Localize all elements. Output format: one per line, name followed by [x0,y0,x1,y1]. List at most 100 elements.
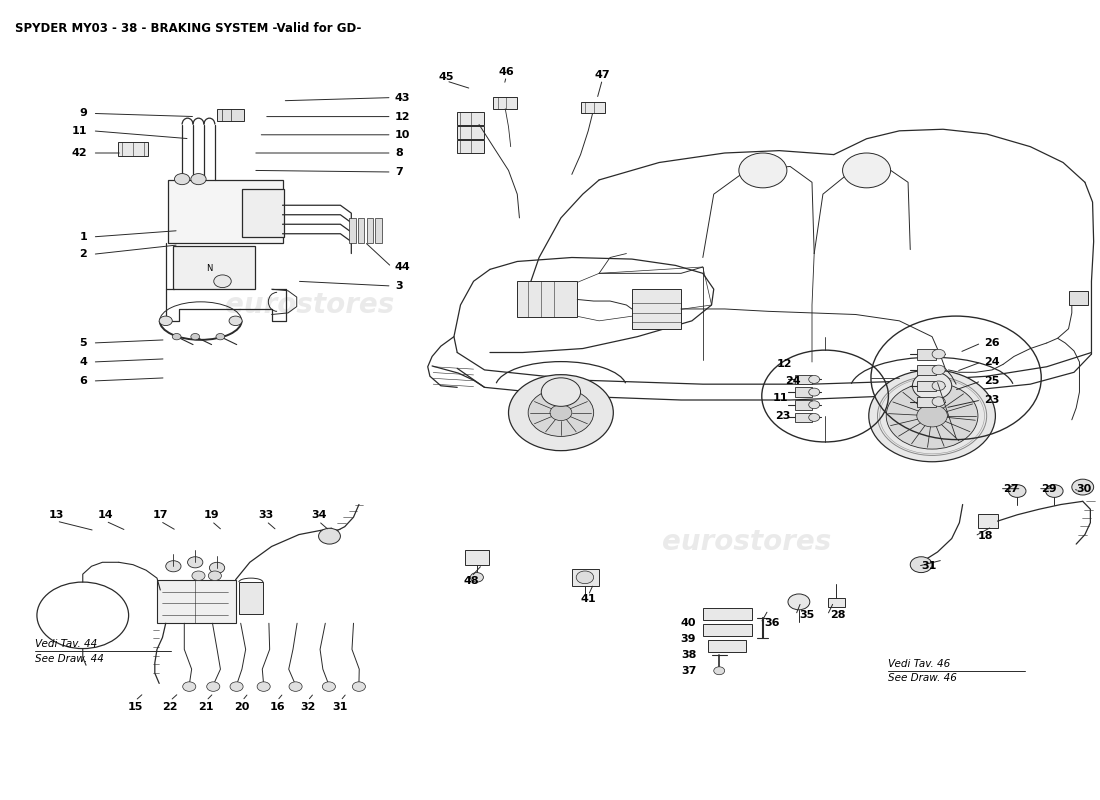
FancyBboxPatch shape [703,608,752,620]
Circle shape [230,682,243,691]
Circle shape [916,405,947,427]
Circle shape [808,375,820,383]
Circle shape [808,414,820,422]
FancyBboxPatch shape [349,218,355,243]
Text: 47: 47 [595,70,610,81]
Text: 1: 1 [79,232,87,242]
Circle shape [319,528,340,544]
FancyBboxPatch shape [916,397,936,407]
FancyBboxPatch shape [157,580,235,623]
Circle shape [190,174,206,185]
Circle shape [541,378,581,406]
Circle shape [932,397,945,406]
Circle shape [869,370,996,462]
FancyBboxPatch shape [375,218,382,243]
FancyBboxPatch shape [242,190,284,237]
Text: See Draw. 44: See Draw. 44 [35,654,103,664]
Circle shape [808,388,820,396]
Circle shape [471,573,483,582]
Text: eurostores: eurostores [662,529,832,557]
Text: eurostores: eurostores [226,291,395,319]
Text: 2: 2 [79,250,87,259]
Text: 48: 48 [463,575,480,586]
Text: 40: 40 [681,618,696,628]
Circle shape [1046,485,1063,498]
FancyBboxPatch shape [458,140,484,153]
Text: 45: 45 [439,72,454,82]
Text: 25: 25 [984,376,1000,386]
Circle shape [216,334,224,340]
Text: 39: 39 [681,634,696,644]
Text: 41: 41 [581,594,596,605]
FancyBboxPatch shape [794,387,812,397]
Text: 28: 28 [830,610,846,620]
FancyBboxPatch shape [572,569,600,586]
Text: 3: 3 [395,281,403,291]
Circle shape [257,682,271,691]
Text: 20: 20 [234,702,250,712]
Text: 13: 13 [48,510,64,520]
FancyBboxPatch shape [794,413,812,422]
Circle shape [887,382,978,449]
Text: 10: 10 [395,130,410,140]
FancyBboxPatch shape [581,102,605,114]
FancyBboxPatch shape [493,97,517,109]
Text: 43: 43 [395,93,410,102]
Text: 6: 6 [79,376,87,386]
Text: 12: 12 [777,358,792,369]
Circle shape [208,571,221,581]
Circle shape [932,350,945,359]
Circle shape [191,571,205,581]
Text: 12: 12 [395,111,410,122]
Text: 22: 22 [163,702,178,712]
FancyBboxPatch shape [458,112,484,125]
FancyBboxPatch shape [794,400,812,410]
Text: 16: 16 [270,702,285,712]
FancyBboxPatch shape [794,374,812,384]
Circle shape [1071,479,1093,495]
Text: 44: 44 [395,262,410,272]
Text: 7: 7 [395,167,403,177]
Text: 31: 31 [332,702,348,712]
Text: 26: 26 [984,338,1000,348]
Text: 42: 42 [72,148,87,158]
Text: 17: 17 [153,510,168,520]
Circle shape [912,371,952,400]
Text: SPYDER MY03 - 38 - BRAKING SYSTEM -Valid for GD-: SPYDER MY03 - 38 - BRAKING SYSTEM -Valid… [15,22,362,34]
FancyBboxPatch shape [168,180,283,243]
Circle shape [166,561,182,572]
Text: 11: 11 [772,394,788,403]
Text: Vedi Tav. 44: Vedi Tav. 44 [35,639,97,650]
Circle shape [508,374,614,450]
Text: 37: 37 [681,666,696,676]
Text: 9: 9 [79,109,87,118]
Text: 23: 23 [984,395,1000,405]
Text: Vedi Tav. 46: Vedi Tav. 46 [889,659,950,669]
FancyBboxPatch shape [916,365,936,375]
Text: 15: 15 [128,702,143,712]
Circle shape [322,682,335,691]
Circle shape [207,682,220,691]
Circle shape [213,275,231,287]
FancyBboxPatch shape [517,282,578,317]
FancyBboxPatch shape [916,381,936,391]
Circle shape [843,153,891,188]
FancyBboxPatch shape [217,110,244,122]
Circle shape [352,682,365,691]
Circle shape [160,316,173,326]
Text: N: N [206,264,212,273]
Text: 32: 32 [300,702,316,712]
FancyBboxPatch shape [239,582,263,614]
FancyBboxPatch shape [465,550,488,565]
Circle shape [932,365,945,374]
FancyBboxPatch shape [631,289,681,329]
Circle shape [788,594,810,610]
Circle shape [209,562,224,574]
Text: 34: 34 [311,510,327,520]
FancyBboxPatch shape [174,246,255,289]
Text: 46: 46 [498,67,514,78]
Circle shape [229,316,242,326]
Circle shape [910,557,932,573]
Circle shape [1009,485,1026,498]
Circle shape [932,381,945,390]
